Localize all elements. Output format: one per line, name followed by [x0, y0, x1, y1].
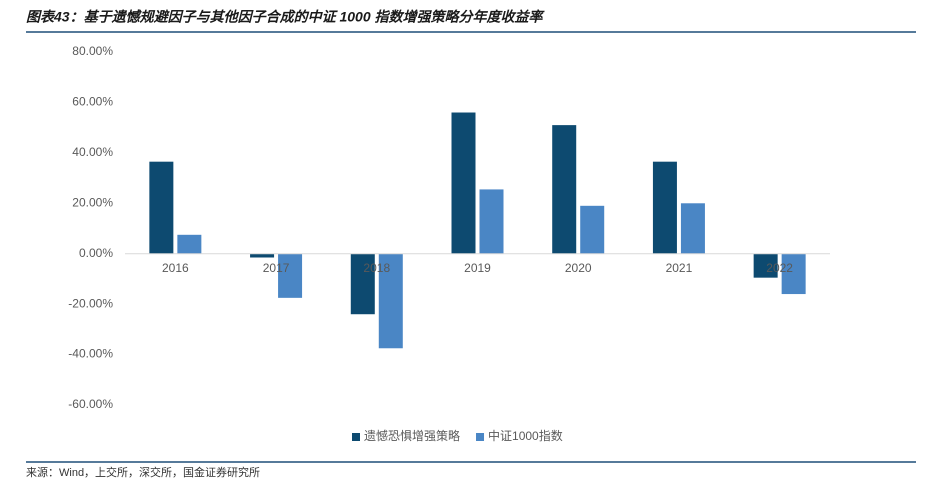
- bar: [753, 253, 778, 278]
- x-tick-label: 2021: [666, 261, 693, 275]
- source: 来源：Wind，上交所，深交所，国金证券研究所: [26, 465, 260, 479]
- bar: [250, 253, 275, 258]
- bar: [149, 161, 174, 254]
- y-tick-label: -20.00%: [68, 296, 113, 310]
- legend-swatch: [352, 433, 360, 441]
- x-tick-label: 2019: [464, 261, 491, 275]
- bar: [378, 253, 403, 349]
- bar: [680, 203, 705, 254]
- y-tick-label: 60.00%: [72, 95, 113, 109]
- bar: [652, 161, 677, 254]
- legend-swatch: [476, 433, 485, 441]
- y-tick-label: -60.00%: [68, 397, 113, 411]
- x-tick-label: 2017: [263, 261, 290, 275]
- y-tick-label: 80.00%: [72, 44, 113, 58]
- bar: [451, 112, 476, 254]
- chart-title: 图表43：基于遗憾规避因子与其他因子合成的中证 1000 指数增强策略分年度收益…: [26, 9, 545, 25]
- x-tick-label: 2022: [766, 261, 793, 275]
- legend-label: 中证1000指数: [488, 428, 563, 443]
- legend-label: 遗憾恐惧增强策略: [364, 428, 460, 443]
- x-tick-label: 2020: [565, 261, 592, 275]
- bar: [278, 253, 303, 298]
- y-tick-label: -40.00%: [68, 347, 113, 361]
- y-tick-label: 0.00%: [79, 246, 113, 260]
- bar: [177, 234, 202, 254]
- y-tick-label: 40.00%: [72, 145, 113, 159]
- x-tick-label: 2018: [363, 261, 390, 275]
- bar: [350, 253, 375, 315]
- y-tick-label: 20.00%: [72, 195, 113, 209]
- bar: [580, 205, 605, 254]
- bar: [781, 253, 806, 295]
- bar: [479, 189, 504, 254]
- x-tick-label: 2016: [162, 261, 189, 275]
- bar: [552, 125, 577, 254]
